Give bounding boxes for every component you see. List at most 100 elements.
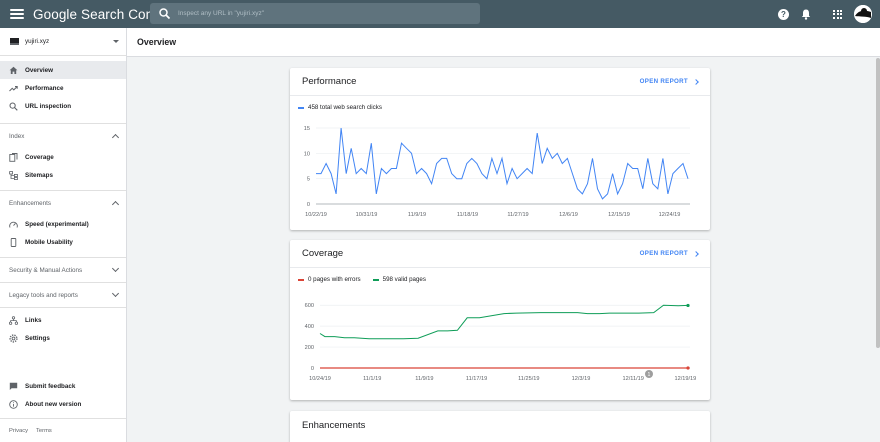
url-inspect-search[interactable] [150, 3, 480, 24]
nav-coverage[interactable]: Coverage [0, 148, 126, 166]
section-security[interactable]: Security & Manual Actions [0, 257, 126, 282]
performance-y-tick-label: 0 [307, 202, 310, 208]
scrollbar-thumb[interactable] [876, 58, 880, 348]
performance-y-tick-label: 5 [307, 177, 310, 183]
nav-sitemaps-label: Sitemaps [25, 171, 53, 179]
caret-down-icon [113, 40, 119, 43]
legend-errors-label: 0 pages with errors [308, 276, 361, 283]
coverage-valid-endpoint [686, 303, 690, 308]
coverage-card-header: Coverage OPEN REPORT [290, 240, 710, 268]
speedometer-icon [9, 220, 18, 229]
url-inspect-input[interactable] [178, 10, 468, 17]
performance-x-tick-label: 12/6/19 [559, 212, 578, 218]
coverage-card: Coverage OPEN REPORT 0 pages with errors… [290, 240, 710, 400]
performance-card-title: Performance [302, 76, 357, 87]
apps-grid-icon[interactable] [833, 9, 842, 19]
coverage-card-title: Coverage [302, 248, 344, 259]
nav-links[interactable]: Links [0, 311, 126, 329]
coverage-valid-line [319, 304, 689, 340]
section-index-title: Index [9, 132, 25, 140]
chevron-right-icon [693, 250, 699, 257]
property-name: yujiri.xyz [25, 38, 50, 45]
nav-about-new-version[interactable]: About new version [0, 395, 126, 413]
coverage-x-tick-label: 12/3/19 [572, 376, 591, 382]
feedback-icon [9, 382, 18, 391]
footer-links: Privacy Terms [0, 418, 126, 442]
nav-url-inspection-label: URL inspection [25, 102, 72, 110]
section-enhancements[interactable]: Enhancements [0, 190, 126, 215]
menu-icon[interactable] [10, 9, 24, 19]
account-avatar[interactable] [854, 5, 872, 23]
performance-clicks-line [316, 127, 689, 200]
coverage-y-tick-label: 600 [305, 303, 314, 309]
legend-swatch [298, 278, 304, 281]
nav-submit-feedback[interactable]: Submit feedback [0, 377, 126, 395]
coverage-chart: 0 200 400 600 10/24/19 11/1/19 11/9/19 11/17/19… [305, 303, 697, 382]
open-report-label: OPEN REPORT [639, 250, 688, 257]
coverage-open-report-button[interactable]: OPEN REPORT [639, 250, 699, 257]
nav-url-inspection[interactable]: URL inspection [0, 97, 126, 115]
home-icon [9, 66, 18, 75]
legend-clicks[interactable]: 458 total web search clicks [298, 104, 382, 111]
chevron-up-icon [111, 200, 120, 209]
legend-valid-label: 598 valid pages [382, 276, 426, 283]
gear-icon [9, 333, 18, 343]
property-selector[interactable]: yujiri.xyz [0, 28, 126, 56]
nav-performance[interactable]: Performance [0, 79, 126, 97]
section-enhancements-title: Enhancements [9, 199, 52, 207]
search-icon [9, 102, 18, 111]
notifications-bell-icon[interactable] [801, 9, 811, 20]
trending-up-icon [9, 84, 18, 93]
legend-clicks-label: 458 total web search clicks [308, 104, 382, 111]
nav-coverage-label: Coverage [25, 153, 54, 161]
coverage-x-tick-label: 11/25/19 [518, 376, 539, 382]
performance-x-tick-label: 10/31/19 [356, 212, 378, 218]
performance-y-tick-label: 15 [304, 126, 310, 132]
nav-speed[interactable]: Speed (experimental) [0, 215, 126, 233]
coverage-x-tick-label: 11/17/19 [466, 376, 487, 382]
section-index[interactable]: Index [0, 123, 126, 148]
page-title: Overview [137, 37, 177, 47]
performance-x-tick-label: 11/18/19 [457, 212, 478, 218]
info-icon [9, 399, 18, 409]
coverage-x-tick-label: 10/24/19 [309, 376, 331, 382]
nav-speed-label: Speed (experimental) [25, 220, 89, 228]
performance-card-header: Performance OPEN REPORT [290, 68, 710, 96]
nav-sitemaps[interactable]: Sitemaps [0, 166, 126, 184]
nav-about-new-version-label: About new version [25, 400, 82, 408]
terms-link[interactable]: Terms [36, 427, 52, 434]
chevron-down-icon [111, 289, 120, 298]
performance-x-tick-label: 11/9/19 [408, 212, 426, 218]
legend-errors[interactable]: 0 pages with errors [298, 276, 361, 283]
help-icon[interactable]: ? [778, 8, 789, 20]
coverage-legend: 0 pages with errors 598 valid pages [298, 276, 426, 283]
main-header: Overview [127, 28, 880, 57]
coverage-y-tick-label: 0 [311, 366, 314, 372]
nav-settings[interactable]: Settings [0, 329, 126, 347]
coverage-y-tick-label: 400 [305, 324, 314, 330]
file-copy-icon [9, 152, 18, 162]
search-icon [159, 7, 171, 19]
legend-swatch [372, 278, 379, 281]
nav-performance-label: Performance [25, 84, 64, 92]
legend-valid[interactable]: 598 valid pages [372, 276, 426, 283]
performance-x-tick-label: 12/15/19 [608, 212, 630, 218]
performance-x-tick-label: 11/27/19 [507, 212, 528, 218]
section-security-title: Security & Manual Actions [9, 266, 83, 274]
performance-open-report-button[interactable]: OPEN REPORT [640, 78, 699, 85]
privacy-link[interactable]: Privacy [9, 427, 29, 434]
app-title[interactable]: Google Search Console [33, 6, 179, 22]
nav-overview[interactable]: Overview [0, 61, 126, 79]
section-legacy[interactable]: Legacy tools and reports [0, 282, 126, 307]
chevron-right-icon [693, 78, 699, 85]
nav-overview-label: Overview [25, 66, 54, 74]
performance-legend: 458 total web search clicks [298, 104, 382, 111]
links-icon [9, 315, 18, 325]
performance-x-tick-label: 10/22/19 [305, 212, 327, 218]
enhancements-card-title: Enhancements [302, 419, 366, 431]
coverage-y-tick-label: 200 [305, 345, 314, 351]
phone-icon [9, 237, 18, 247]
coverage-x-tick-label: 12/19/19 [675, 376, 697, 382]
nav-mobile-usability[interactable]: Mobile Usability [0, 233, 126, 251]
coverage-annotation-label: 1 [648, 372, 651, 378]
